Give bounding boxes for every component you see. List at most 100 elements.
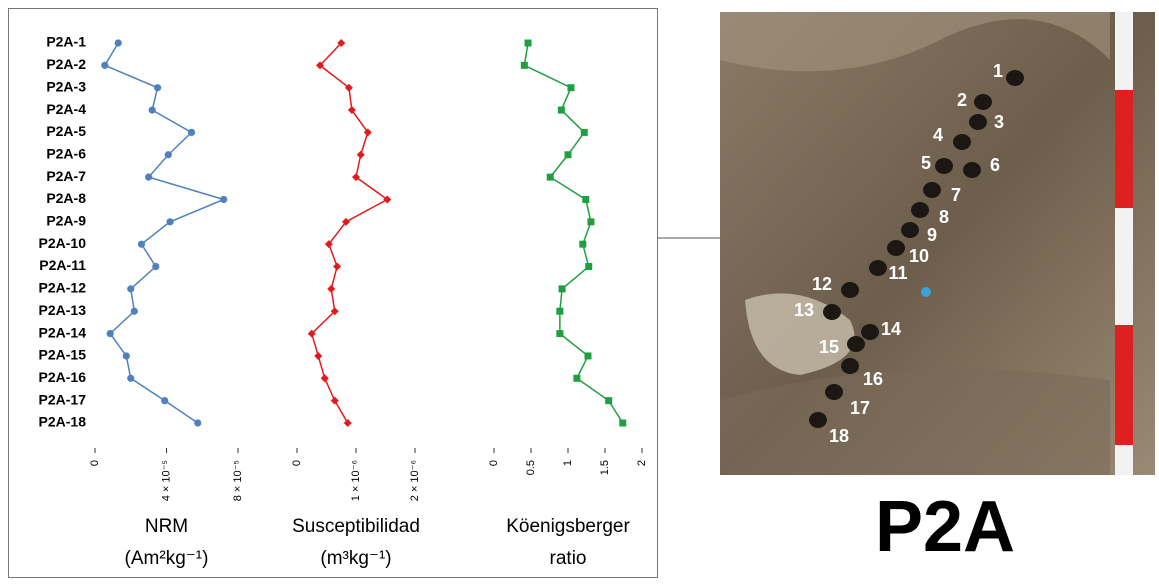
marker <box>558 285 566 293</box>
x-tick-label: 1 <box>562 460 574 466</box>
marker <box>148 106 156 114</box>
rock-texture <box>720 368 1110 475</box>
hole <box>841 358 859 374</box>
marker <box>343 419 352 427</box>
x-tick-label: 4 × 10⁻⁵ <box>160 460 172 501</box>
category-label: P2A-5 <box>46 123 86 139</box>
marker <box>327 284 336 293</box>
marker <box>314 351 323 360</box>
marker <box>106 329 114 338</box>
marker <box>333 262 342 271</box>
marker <box>122 352 130 360</box>
marker <box>579 240 587 248</box>
marker <box>145 173 153 181</box>
hole <box>935 158 953 174</box>
marker <box>330 307 339 316</box>
category-label: P2A-17 <box>39 391 87 407</box>
x-tick-label: 2 × 10⁻⁶ <box>409 460 421 501</box>
series-line <box>103 42 226 424</box>
rock-texture <box>720 12 1110 72</box>
category-label: P2A-12 <box>39 280 87 296</box>
marker <box>101 61 109 69</box>
hole <box>825 384 843 400</box>
category-label: P2A-4 <box>46 101 86 117</box>
hole-label: 15 <box>819 337 839 357</box>
x-tick-label: 0.5 <box>525 460 537 475</box>
marker <box>187 128 196 137</box>
marker <box>573 374 581 382</box>
hole <box>841 282 859 298</box>
hole-label: 14 <box>881 319 901 339</box>
marker <box>352 173 360 182</box>
hole-label: 13 <box>794 300 814 320</box>
x-tick-label: 0 <box>291 460 303 466</box>
axis-label: (Am²kg⁻¹) <box>125 548 209 569</box>
axis-label: (m³kg⁻¹) <box>320 548 391 569</box>
hole-label: 4 <box>933 125 943 145</box>
marker <box>220 195 228 204</box>
hole <box>847 336 865 352</box>
x-tick-label: 8 × 10⁻⁵ <box>232 460 244 501</box>
category-label: P2A-3 <box>46 78 86 94</box>
marker <box>114 39 122 47</box>
hole-label: 12 <box>812 274 832 294</box>
marker <box>153 84 162 92</box>
category-label: P2A-16 <box>39 369 87 385</box>
hole-label: 17 <box>850 398 870 418</box>
marker <box>307 329 316 338</box>
marker <box>320 374 329 383</box>
x-tick-label: 0 <box>488 460 500 466</box>
marker <box>363 128 372 137</box>
axis-label: Susceptibilidad <box>292 516 420 537</box>
marker <box>347 106 356 115</box>
hole <box>869 260 887 276</box>
marker <box>356 150 365 159</box>
hole <box>1006 70 1024 86</box>
hole-label: 2 <box>957 90 967 110</box>
marker <box>324 240 333 249</box>
hole-label: 8 <box>939 207 949 227</box>
category-label: P2A-8 <box>46 190 86 206</box>
hole <box>861 324 879 340</box>
hole-label: 9 <box>927 225 937 245</box>
photo-caption: P2A <box>875 487 1015 567</box>
hole <box>923 182 941 198</box>
category-label: P2A-11 <box>39 257 86 273</box>
axis-label: Köenigsberger <box>506 516 630 537</box>
marker <box>344 83 353 92</box>
x-tick-label: 0 <box>89 460 101 466</box>
marker <box>556 307 564 315</box>
hole <box>974 94 992 110</box>
category-label: P2A-6 <box>46 145 86 161</box>
scale-pole-band <box>1115 325 1133 445</box>
axis-label: ratio <box>550 548 587 569</box>
category-label: P2A-10 <box>39 235 87 251</box>
category-label: P2A-7 <box>46 168 86 184</box>
hole <box>953 134 971 150</box>
marker <box>564 151 572 159</box>
x-tick-label: 2 <box>636 460 648 466</box>
marker <box>546 173 554 181</box>
x-tick-label: 1 × 10⁻⁶ <box>350 460 362 501</box>
marker <box>316 61 325 70</box>
category-label: P2A-1 <box>46 34 86 50</box>
category-label: P2A-13 <box>39 302 87 318</box>
series-line <box>310 42 389 424</box>
hole-label: 6 <box>990 155 1000 175</box>
hole-label: 18 <box>829 426 849 446</box>
hole <box>809 412 827 428</box>
marker <box>584 352 592 360</box>
blue-marker <box>921 287 931 297</box>
marker <box>164 151 172 159</box>
category-label: P2A-9 <box>46 213 86 229</box>
category-label: P2A-15 <box>39 347 87 363</box>
panel-border <box>8 8 658 578</box>
scale-pole-band <box>1115 90 1133 208</box>
hole <box>901 222 919 238</box>
hole-label: 3 <box>994 112 1004 132</box>
marker <box>524 39 532 47</box>
hole <box>887 240 905 256</box>
marker <box>619 419 627 427</box>
marker <box>337 39 346 47</box>
